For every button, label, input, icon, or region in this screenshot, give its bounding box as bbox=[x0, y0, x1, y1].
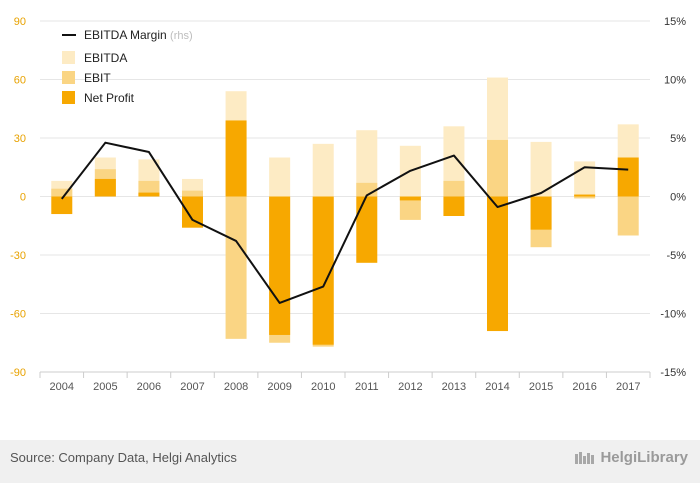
y2-tick-label: -15% bbox=[660, 367, 686, 379]
x-tick-label: 2013 bbox=[442, 381, 466, 393]
x-tick-label: 2007 bbox=[180, 381, 204, 393]
y-tick-label: -60 bbox=[10, 309, 26, 321]
bar-net-profit bbox=[182, 196, 203, 228]
y2-tick-label: -5% bbox=[666, 250, 686, 262]
x-tick-label: 2015 bbox=[529, 381, 553, 393]
bar-ebitda bbox=[443, 126, 465, 197]
bar-ebitda bbox=[356, 130, 378, 197]
line-ebitda-margin bbox=[60, 141, 629, 304]
bar-ebit bbox=[443, 180, 465, 197]
bar-net-profit bbox=[312, 196, 334, 345]
footer-bar bbox=[0, 440, 700, 483]
bar-ebitda bbox=[269, 157, 291, 197]
bar-ebit bbox=[51, 188, 73, 197]
legend-label-ebit: EBIT bbox=[84, 71, 111, 85]
y-tick-label: 90 bbox=[14, 16, 26, 28]
x-tick-label: 2012 bbox=[398, 381, 422, 393]
bar-ebit bbox=[574, 196, 596, 199]
y-tick-label: 0 bbox=[20, 192, 26, 204]
y-tick-label: 60 bbox=[14, 75, 26, 87]
y-tick-label: -30 bbox=[10, 250, 26, 262]
y2-tick-label: 0% bbox=[670, 192, 686, 204]
x-tick-label: 2014 bbox=[485, 381, 509, 393]
legend-swatch-net-profit bbox=[62, 91, 75, 104]
bar-net-profit bbox=[574, 194, 596, 197]
bar-ebit bbox=[225, 196, 247, 339]
bar-net-profit bbox=[443, 196, 465, 216]
library-icon bbox=[575, 451, 595, 464]
x-tick-label: 2017 bbox=[616, 381, 640, 393]
legend: EBITDA Margin (rhs) EBITDA EBIT Net Profit bbox=[62, 28, 193, 105]
y2-tick-label: 15% bbox=[664, 16, 686, 28]
bar-ebitda bbox=[312, 143, 334, 197]
bar-net-profit bbox=[530, 196, 552, 230]
legend-swatch-ebitda bbox=[62, 51, 75, 64]
bar-ebit bbox=[487, 139, 508, 197]
bar-net-profit bbox=[225, 120, 247, 197]
chart: -90 -60 -30 0 30 60 90 -15% -10% -5% 0% 5% 10% 15% 200… bbox=[10, 16, 686, 393]
x-tick-label: 2009 bbox=[267, 381, 291, 393]
bar-net-profit bbox=[51, 196, 73, 215]
x-tick-label: 2004 bbox=[50, 381, 74, 393]
x-tick-label: 2008 bbox=[224, 381, 248, 393]
y-tick-label: -90 bbox=[10, 367, 26, 379]
x-tick-label: 2011 bbox=[355, 381, 379, 393]
x-tick-label: 2006 bbox=[137, 381, 161, 393]
x-tick-label: 2010 bbox=[311, 381, 335, 393]
bar-net-profit bbox=[94, 178, 116, 197]
y2-tick-label: 10% bbox=[664, 75, 686, 87]
y-tick-label: 30 bbox=[14, 133, 26, 145]
y2-tick-label: -10% bbox=[660, 309, 686, 321]
bar-net-profit bbox=[617, 157, 639, 197]
legend-label-ebitda: EBITDA bbox=[84, 51, 127, 65]
bar-net-profit bbox=[269, 196, 291, 335]
source-note: Source: Company Data, Helgi Analytics bbox=[10, 450, 237, 465]
bar-ebit bbox=[617, 196, 639, 236]
bar-ebitda bbox=[530, 141, 552, 197]
brand-name: HelgiLibrary bbox=[600, 449, 688, 466]
brand-logo[interactable]: HelgiLibrary bbox=[574, 449, 688, 466]
legend-label-net-profit: Net Profit bbox=[84, 91, 135, 105]
bar-net-profit bbox=[399, 196, 421, 201]
bar-ebit bbox=[182, 190, 203, 197]
legend-swatch-ebit bbox=[62, 71, 75, 84]
x-tick-label: 2016 bbox=[572, 381, 596, 393]
bar-net-profit bbox=[138, 192, 160, 197]
bar-net-profit bbox=[487, 196, 508, 332]
legend-label-rhs: (rhs) bbox=[170, 30, 193, 42]
y2-tick-label: 5% bbox=[670, 133, 686, 145]
x-tick-label: 2005 bbox=[93, 381, 117, 393]
bar-net-profit bbox=[356, 196, 378, 263]
bar-ebit bbox=[399, 196, 421, 220]
legend-label-ebitda-margin: EBITDA Margin (rhs) bbox=[84, 28, 193, 42]
